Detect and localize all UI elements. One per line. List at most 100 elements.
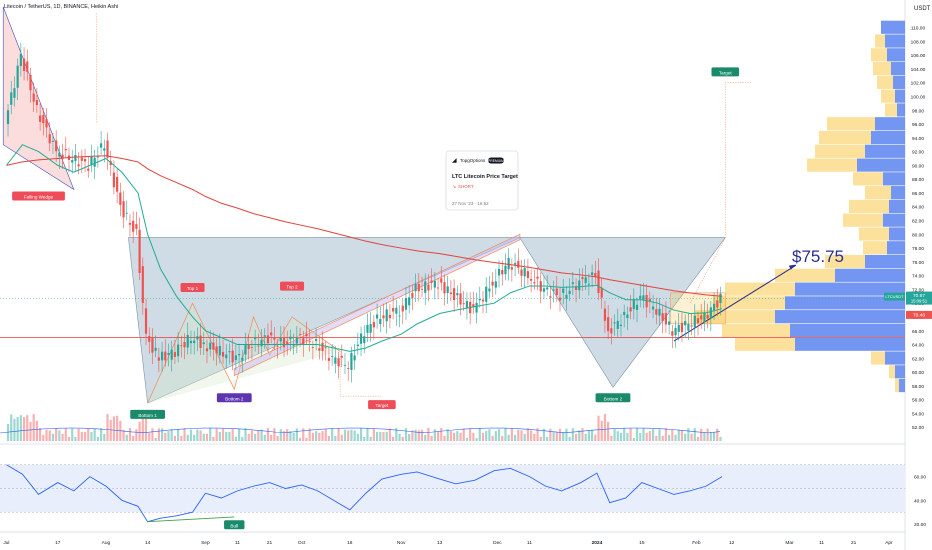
- candle-body: [295, 337, 298, 344]
- price-tick-label: 52.00: [912, 425, 924, 431]
- volume-profile-row: [885, 103, 897, 117]
- candle-body: [639, 295, 642, 299]
- volume-profile-row: [871, 130, 905, 145]
- candle-body: [542, 288, 546, 292]
- candle-body: [199, 335, 202, 349]
- ema-short-line: [6, 144, 723, 352]
- volume-bar: [205, 433, 209, 441]
- volume-bar: [475, 437, 478, 441]
- candle-body: [193, 340, 196, 344]
- volume-bar: [375, 431, 379, 441]
- volume-bar: [616, 431, 619, 441]
- candle-body: [19, 53, 22, 67]
- volume-bar: [112, 416, 116, 441]
- price-tick-label: 100.00: [911, 94, 926, 100]
- candle-body: [250, 346, 254, 348]
- volume-bar: [388, 428, 392, 441]
- falling-wedge-label: Falling Wedge: [24, 195, 54, 200]
- volume-bar: [635, 428, 639, 441]
- volume-bar: [684, 433, 687, 441]
- volume-bar: [263, 434, 266, 441]
- candle-body: [475, 302, 478, 313]
- premium-badge: [488, 157, 504, 164]
- candle-body: [395, 307, 398, 314]
- volume-bar: [668, 434, 671, 441]
- volume-profile-row: [859, 227, 889, 241]
- volume-bar: [241, 436, 244, 441]
- candle-body: [350, 352, 353, 370]
- time-axis[interactable]: Jul 17 Aug 14 Sep 11 21 Oct 16 Nov 13 Dec 11 2024 15 Fe…: [3, 540, 893, 546]
- candle-body: [420, 288, 424, 290]
- price-tick-label: 86.00: [912, 191, 924, 197]
- candle-body: [132, 220, 135, 232]
- volume-bar: [536, 428, 539, 441]
- volume-bar: [122, 429, 125, 441]
- candle-body: [359, 333, 363, 344]
- volume-bar: [574, 433, 578, 441]
- candle-body: [215, 346, 218, 354]
- projection-arrow-head: [788, 264, 796, 270]
- volume-bar: [225, 431, 228, 441]
- volume-profile-row: [795, 337, 905, 351]
- volume-bar: [542, 428, 546, 441]
- candle-body: [183, 341, 186, 348]
- candle-body: [446, 286, 449, 293]
- volume-bar: [128, 428, 132, 441]
- volume-bar: [712, 431, 716, 441]
- volume-bar: [177, 429, 180, 441]
- idea-card-direction: SHORT: [458, 184, 474, 189]
- volume-bar: [497, 429, 501, 441]
- volume-bar: [581, 428, 584, 441]
- candle-body: [112, 172, 116, 188]
- volume-bar: [587, 430, 590, 441]
- candle-body: [533, 282, 536, 284]
- premium-badge-label: PREMIUM: [488, 159, 504, 163]
- candle-body: [671, 331, 674, 336]
- candle-body: [411, 293, 414, 298]
- volume-bar: [359, 428, 363, 441]
- volume-bar: [427, 428, 430, 441]
- volume-bar: [520, 430, 523, 441]
- candle-body: [459, 293, 462, 305]
- candle-body: [13, 88, 16, 98]
- volume-profile-row: [775, 310, 905, 324]
- volume-bar: [571, 428, 574, 441]
- candle-body: [39, 115, 42, 122]
- time-tick-label: Apr: [885, 540, 893, 546]
- volume-bar: [215, 428, 218, 441]
- candle-body: [562, 288, 565, 293]
- candle-body: [254, 337, 257, 340]
- volume-bar: [603, 414, 607, 441]
- volume-bar: [109, 419, 112, 441]
- price-axis[interactable]: 52.00 54.00 56.00 58.00 60.00 62.00 64.00 66.00…: [884, 26, 932, 432]
- volume-bar: [337, 428, 340, 441]
- candle-body: [58, 152, 61, 157]
- volume-bar: [298, 437, 302, 441]
- volume-bar: [392, 436, 395, 441]
- volume-bar: [315, 431, 318, 441]
- volume-profile-row: [865, 144, 905, 158]
- volume-bar: [96, 436, 99, 441]
- candle-body: [369, 323, 372, 333]
- candle-body: [677, 324, 680, 332]
- volume-bar: [539, 436, 542, 441]
- volume-profile-row: [725, 282, 795, 296]
- candle-body: [436, 287, 440, 289]
- candle-body: [696, 318, 700, 324]
- time-tick-label: 13: [437, 540, 443, 546]
- candle-body: [302, 338, 305, 345]
- volume-bar: [632, 437, 635, 441]
- falling-wedge-label-box: [12, 191, 65, 201]
- volume-bar: [382, 431, 385, 441]
- volume-profile-row: [895, 378, 899, 393]
- volume-bar: [642, 428, 645, 441]
- volume-bar: [247, 433, 250, 441]
- price-tick-label: 96.00: [912, 122, 924, 128]
- candle-body: [119, 192, 122, 205]
- volume-bar: [228, 431, 231, 441]
- bottom1-label: Bottom 1: [138, 413, 157, 418]
- candle-body: [276, 345, 279, 347]
- idea-card[interactable]: ◢ TopgOptions PREMIUM LTC Litecoin Price…: [445, 150, 519, 211]
- volume-bar: [459, 432, 462, 441]
